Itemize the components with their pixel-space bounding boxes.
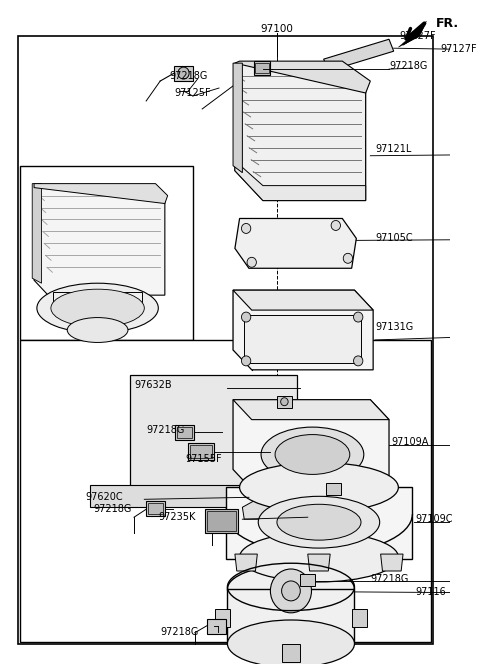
Text: 97218G: 97218G bbox=[169, 71, 208, 81]
Bar bbox=[207, 619, 226, 634]
Polygon shape bbox=[381, 554, 403, 571]
Polygon shape bbox=[235, 219, 356, 268]
Bar bbox=[148, 503, 163, 514]
Text: 97218G: 97218G bbox=[389, 61, 427, 71]
Circle shape bbox=[178, 67, 189, 79]
Bar bbox=[253, 61, 270, 75]
Text: 97121L: 97121L bbox=[375, 144, 411, 154]
Bar bbox=[20, 166, 193, 340]
Polygon shape bbox=[233, 290, 373, 310]
Polygon shape bbox=[32, 184, 42, 283]
Bar bbox=[175, 425, 194, 440]
Circle shape bbox=[247, 257, 256, 267]
Bar bbox=[20, 340, 431, 642]
Polygon shape bbox=[34, 184, 168, 203]
Polygon shape bbox=[398, 23, 426, 47]
Bar bbox=[228, 589, 354, 644]
Text: 97620C: 97620C bbox=[85, 492, 123, 502]
Polygon shape bbox=[403, 21, 426, 45]
Polygon shape bbox=[308, 554, 330, 571]
Bar bbox=[282, 644, 300, 662]
Bar bbox=[146, 501, 165, 516]
Circle shape bbox=[241, 223, 251, 233]
Polygon shape bbox=[235, 61, 371, 93]
Bar bbox=[177, 427, 192, 438]
Circle shape bbox=[281, 398, 288, 406]
Text: 97218G: 97218G bbox=[371, 574, 408, 584]
Ellipse shape bbox=[258, 496, 380, 548]
Bar bbox=[90, 485, 247, 507]
Text: 97218G: 97218G bbox=[146, 424, 184, 435]
Ellipse shape bbox=[275, 434, 350, 474]
Polygon shape bbox=[235, 554, 257, 571]
Text: 97105C: 97105C bbox=[375, 233, 413, 243]
Bar bbox=[188, 442, 215, 460]
Circle shape bbox=[354, 312, 363, 322]
Bar bbox=[205, 509, 238, 533]
Ellipse shape bbox=[51, 289, 144, 327]
Bar bbox=[53, 292, 143, 310]
Ellipse shape bbox=[240, 462, 398, 512]
Bar bbox=[255, 63, 268, 73]
Text: FR.: FR. bbox=[436, 17, 459, 30]
Text: 97131G: 97131G bbox=[375, 322, 413, 332]
Text: 97116: 97116 bbox=[415, 587, 446, 597]
Ellipse shape bbox=[67, 318, 128, 342]
Text: 97125F: 97125F bbox=[174, 88, 211, 98]
Text: 97155F: 97155F bbox=[185, 454, 222, 464]
Polygon shape bbox=[233, 400, 389, 489]
Text: 97218G: 97218G bbox=[93, 504, 132, 514]
Bar bbox=[300, 574, 315, 586]
Text: 97109C: 97109C bbox=[415, 514, 453, 524]
Text: 97218G: 97218G bbox=[160, 626, 199, 637]
Text: 97127F: 97127F bbox=[399, 31, 436, 41]
Text: 97127F: 97127F bbox=[440, 44, 477, 54]
Circle shape bbox=[241, 312, 251, 322]
Circle shape bbox=[282, 581, 300, 601]
Ellipse shape bbox=[228, 565, 354, 612]
Text: 97109A: 97109A bbox=[392, 436, 429, 446]
Polygon shape bbox=[235, 161, 366, 201]
Ellipse shape bbox=[37, 283, 158, 333]
Polygon shape bbox=[244, 315, 361, 363]
Circle shape bbox=[331, 221, 340, 231]
Circle shape bbox=[354, 356, 363, 366]
Ellipse shape bbox=[261, 427, 364, 482]
Text: 97100: 97100 bbox=[261, 24, 293, 35]
Bar bbox=[277, 396, 292, 408]
Ellipse shape bbox=[226, 474, 412, 554]
Polygon shape bbox=[233, 63, 242, 173]
Bar bbox=[326, 483, 341, 495]
Circle shape bbox=[270, 569, 312, 613]
Text: 97632B: 97632B bbox=[134, 380, 172, 390]
Polygon shape bbox=[324, 39, 394, 71]
Ellipse shape bbox=[228, 620, 354, 665]
Polygon shape bbox=[34, 186, 165, 295]
Circle shape bbox=[241, 356, 251, 366]
Polygon shape bbox=[242, 493, 282, 519]
Bar bbox=[130, 375, 297, 499]
Ellipse shape bbox=[277, 504, 361, 540]
Ellipse shape bbox=[240, 532, 398, 582]
Bar bbox=[190, 444, 213, 458]
Polygon shape bbox=[233, 290, 373, 370]
Polygon shape bbox=[226, 487, 412, 559]
Bar bbox=[174, 66, 193, 81]
Polygon shape bbox=[235, 63, 366, 201]
Circle shape bbox=[343, 253, 353, 263]
Polygon shape bbox=[216, 609, 230, 627]
Text: 97235K: 97235K bbox=[158, 512, 196, 522]
Polygon shape bbox=[233, 400, 389, 420]
Polygon shape bbox=[352, 609, 367, 627]
Bar bbox=[207, 511, 236, 531]
